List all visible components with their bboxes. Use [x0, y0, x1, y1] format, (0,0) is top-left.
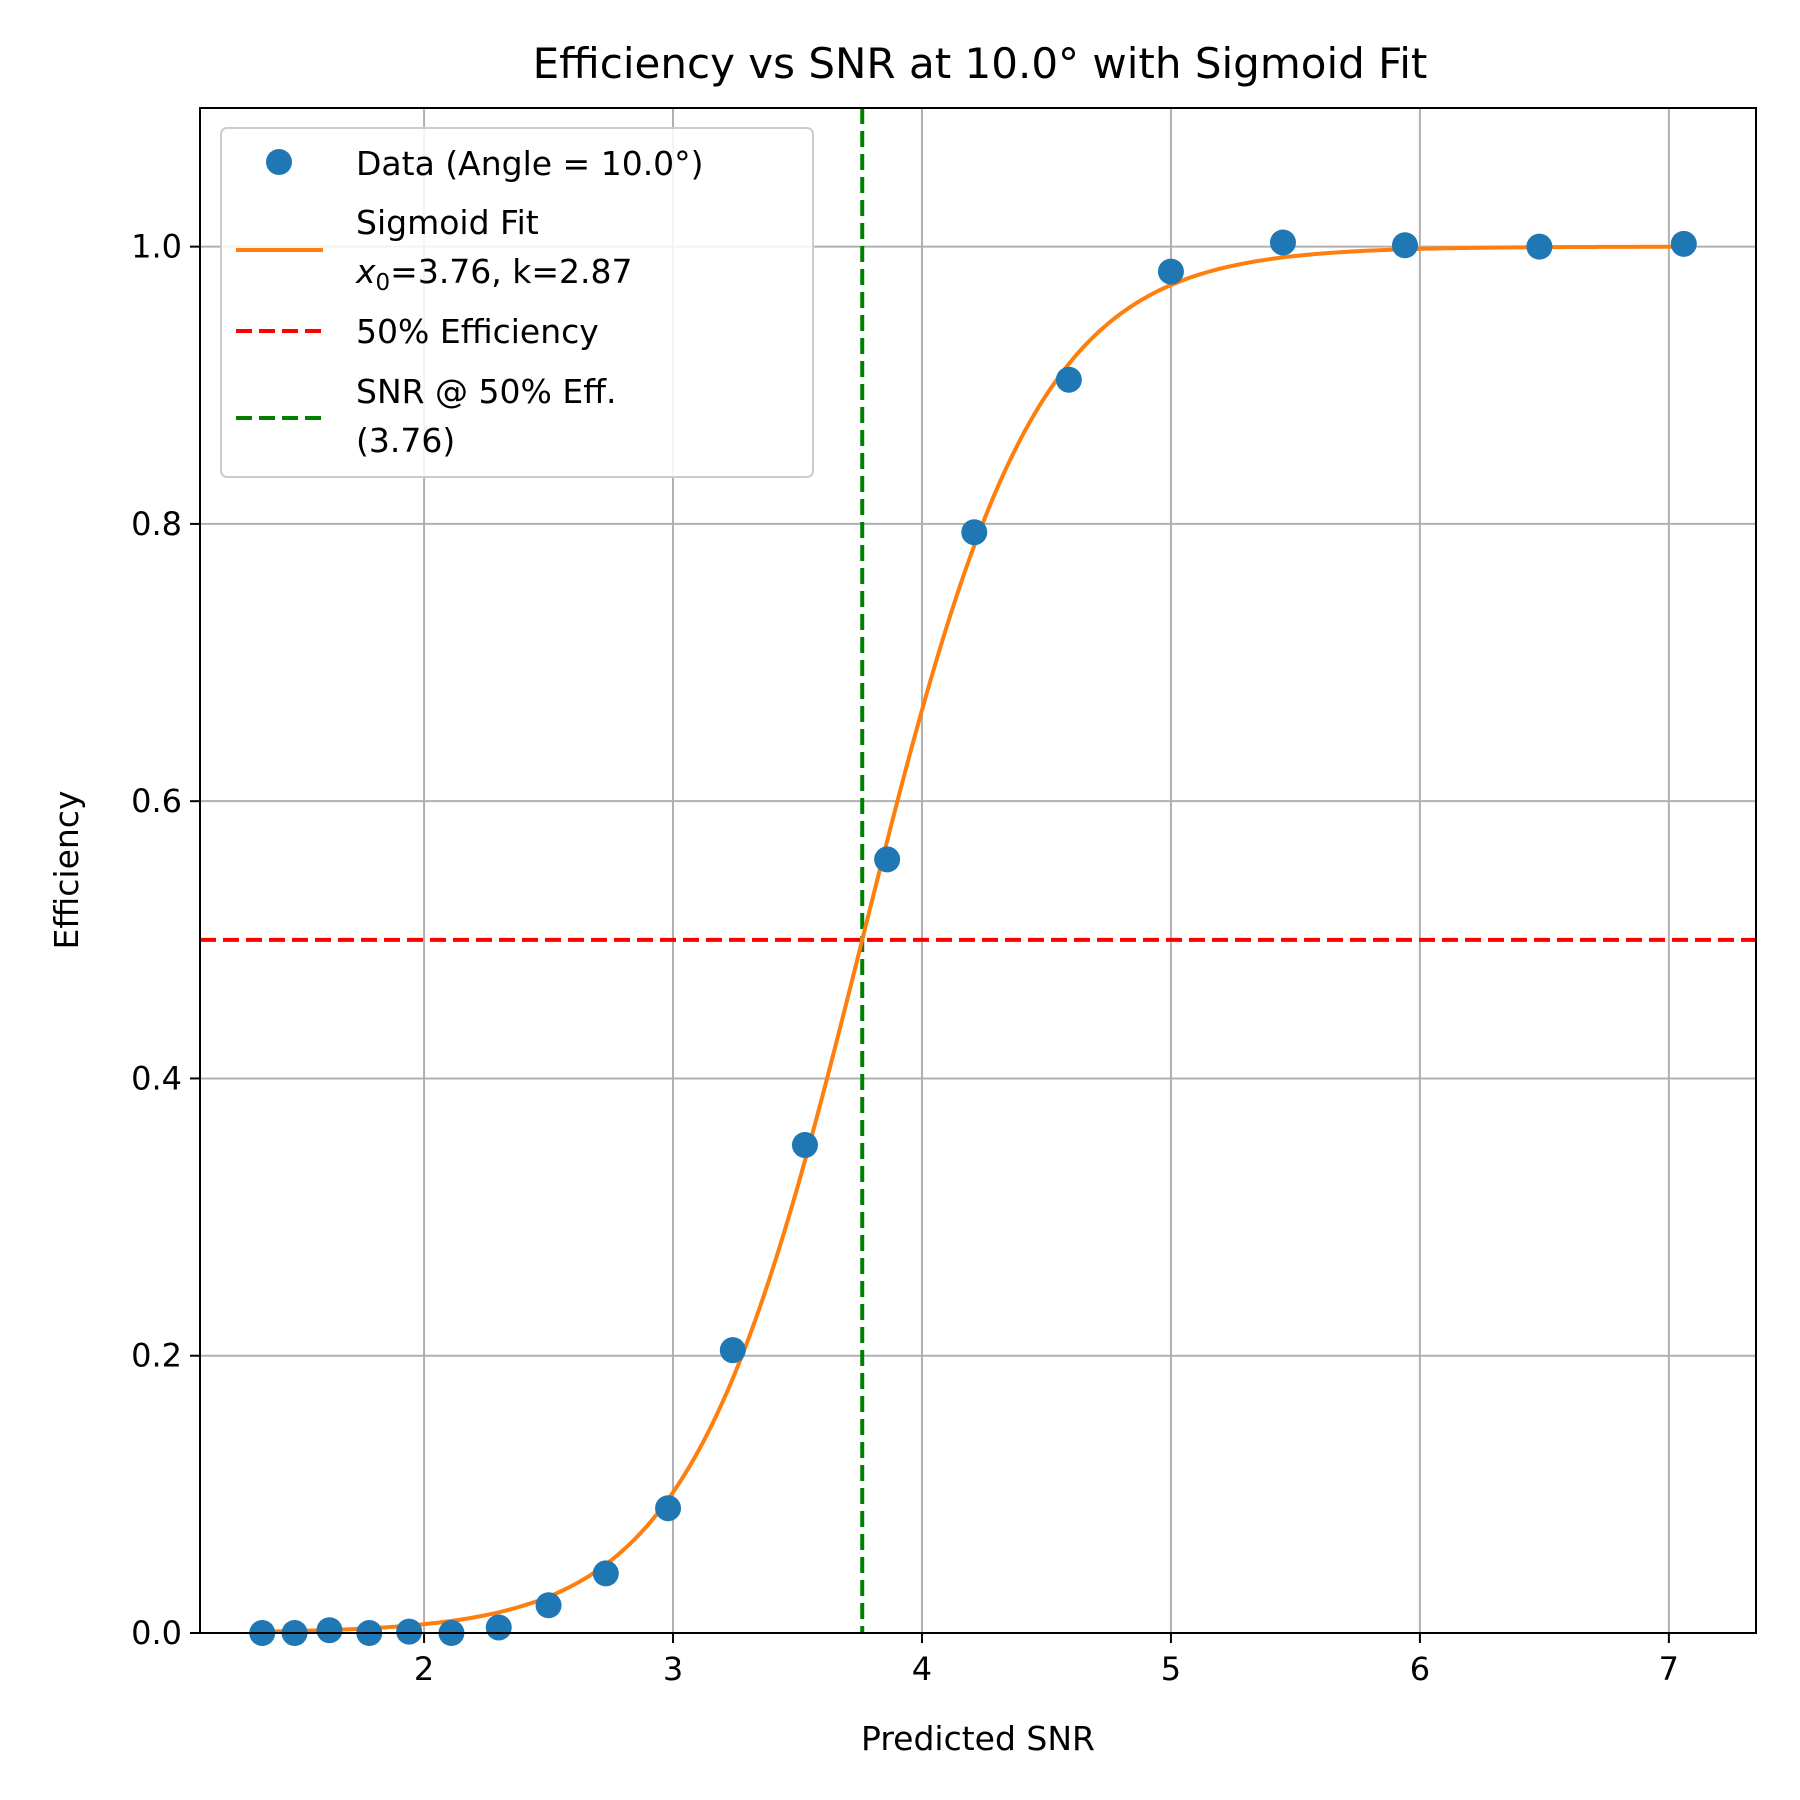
y-tick-label: 1.0 — [131, 228, 182, 266]
data-point — [316, 1617, 343, 1644]
sigmoid-fit-curve — [262, 244, 1684, 1634]
y-axis-ticks: 0.0 0.2 0.4 0.6 0.8 1.0 — [131, 228, 200, 1652]
data-point — [961, 519, 988, 546]
legend-label-fit-params: x0=3.76, k=2.87 — [355, 252, 633, 296]
legend-fit-param-subscript: 0 — [376, 270, 391, 296]
data-point — [655, 1495, 682, 1522]
y-tick-label: 0.0 — [131, 1614, 182, 1652]
legend-label-snr50-value: (3.76) — [356, 421, 455, 460]
legend-fit-param-values: =3.76, k=2.87 — [390, 252, 632, 291]
y-tick-label: 0.4 — [131, 1059, 182, 1097]
data-point — [535, 1592, 562, 1619]
data-point — [1391, 232, 1418, 259]
data-point — [874, 846, 901, 873]
data-point — [719, 1337, 746, 1364]
data-point — [1670, 230, 1697, 257]
x-tick-label: 2 — [414, 1650, 434, 1688]
x-tick-label: 7 — [1659, 1650, 1679, 1688]
data-point — [1055, 366, 1082, 393]
legend: Data (Angle = 10.0°) Sigmoid Fit x0=3.76… — [220, 127, 814, 478]
x-tick-label: 6 — [1410, 1650, 1430, 1688]
x-tick-label: 3 — [663, 1650, 683, 1688]
data-point — [791, 1132, 818, 1158]
reference-lines-layer — [200, 108, 1756, 1633]
data-point — [485, 1614, 512, 1641]
data-point — [1526, 233, 1553, 260]
data-point — [1269, 229, 1296, 256]
y-axis-label: Efficiency — [47, 791, 86, 950]
plot-frame — [199, 107, 1757, 1634]
legend-label-50pct: 50% Efficiency — [356, 312, 599, 351]
legend-box — [220, 127, 814, 478]
y-tick-label: 0.6 — [131, 782, 182, 820]
curve-layer — [262, 244, 1684, 1634]
legend-label-fit: Sigmoid Fit — [356, 203, 539, 242]
legend-label-data: Data (Angle = 10.0°) — [356, 144, 704, 183]
y-tick-label: 0.2 — [131, 1337, 182, 1375]
legend-label-snr50: SNR @ 50% Eff. — [356, 372, 616, 411]
x-axis-ticks: 2 3 4 5 6 7 — [414, 1633, 1679, 1688]
x-tick-label: 5 — [1161, 1650, 1181, 1688]
data-point — [396, 1618, 423, 1645]
data-point — [592, 1560, 619, 1587]
x-axis-label: Predicted SNR — [861, 1719, 1095, 1758]
y-tick-label: 0.8 — [131, 505, 182, 543]
chart-title: Efficiency vs SNR at 10.0° with Sigmoid … — [533, 39, 1428, 88]
legend-marker-data — [266, 149, 292, 175]
data-point — [1157, 258, 1184, 285]
x-tick-label: 4 — [912, 1650, 932, 1688]
legend-fit-param-symbol: x — [355, 252, 376, 291]
